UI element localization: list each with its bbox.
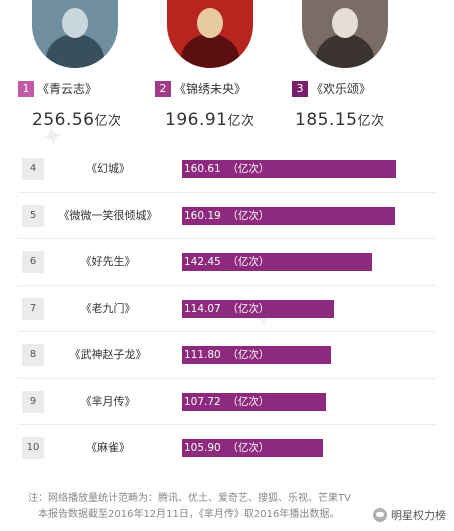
- wechat-icon: [373, 508, 387, 522]
- rank-number: 9: [22, 391, 44, 413]
- avatar-3: [302, 0, 388, 68]
- brand-name: 明星权力榜: [391, 509, 446, 522]
- top-value-3: 185.15亿次: [295, 110, 385, 130]
- top-value-2: 196.91亿次: [165, 110, 255, 130]
- top-value-unit-1: 亿次: [94, 114, 122, 129]
- bar-value-label: 105.90 （亿次）: [184, 442, 270, 454]
- top-title-3: 《欢乐颂》: [311, 82, 372, 96]
- bar: [182, 160, 396, 178]
- bar: [182, 300, 334, 318]
- top-value-1: 256.56亿次: [32, 110, 122, 130]
- brand-label: 明星权力榜: [373, 507, 446, 523]
- drama-title: 《武神赵子龙》: [69, 348, 147, 361]
- bar: [182, 439, 323, 457]
- bar: [182, 253, 372, 271]
- drama-title: 《微微一笑很倾城》: [58, 209, 158, 222]
- footer-note-line1: 注：网络播放量统计范畴为：腾讯、优土、爱奇艺、搜狐、乐视、芒果TV: [28, 493, 351, 504]
- bar-row: 7 《老九门》 114.07 （亿次）: [0, 298, 454, 332]
- row-separator: [18, 238, 436, 239]
- top-value-number-2: 196.91: [165, 110, 228, 130]
- row-separator: [18, 424, 436, 425]
- avatar-2: [167, 0, 253, 68]
- top-item-1: 1 《青云志》: [18, 78, 168, 97]
- row-separator: [18, 331, 436, 332]
- rank-number: 10: [22, 437, 44, 459]
- bar-value-label: 142.45 （亿次）: [184, 256, 270, 268]
- bar-value-label: 160.61 （亿次）: [184, 163, 270, 175]
- top-title-1: 《青云志》: [37, 82, 98, 96]
- row-separator: [18, 285, 436, 286]
- avatar-1: [32, 0, 118, 68]
- top-value-number-1: 256.56: [32, 110, 95, 130]
- row-separator: [18, 378, 436, 379]
- top-value-number-3: 185.15: [295, 110, 358, 130]
- footer-note-line2: 本报告数据截至2016年12月11日，《芈月传》取2016年播出数据。: [38, 509, 340, 520]
- drama-title: 《老九门》: [80, 302, 136, 315]
- rank-badge-3: 3: [292, 80, 308, 97]
- rank-badge-2: 2: [155, 80, 171, 97]
- drama-title: 《麻雀》: [86, 441, 130, 454]
- bar-value-label: 160.19 （亿次）: [184, 210, 270, 222]
- top-value-unit-3: 亿次: [357, 114, 385, 129]
- bar-row: 6 《好先生》 142.45 （亿次）: [0, 251, 454, 285]
- rank-number: 4: [22, 158, 44, 180]
- rank-number: 8: [22, 344, 44, 366]
- rank-number: 5: [22, 205, 44, 227]
- drama-title: 《好先生》: [80, 255, 136, 268]
- top-title-2: 《锦绣未央》: [174, 82, 247, 96]
- top-item-3: 3 《欢乐颂》: [292, 78, 442, 97]
- top-value-unit-2: 亿次: [227, 114, 255, 129]
- bar-row: 8 《武神赵子龙》 111.80 （亿次）: [0, 344, 454, 378]
- bar: [182, 207, 395, 225]
- bar-value-label: 107.72 （亿次）: [184, 396, 270, 408]
- bar-row: 10 《麻雀》 105.90 （亿次）: [0, 437, 454, 471]
- rank-number: 6: [22, 251, 44, 273]
- bar: [182, 346, 331, 364]
- bar-value-label: 114.07 （亿次）: [184, 303, 270, 315]
- bar-row: 5 《微微一笑很倾城》 160.19 （亿次）: [0, 205, 454, 239]
- drama-title: 《幻城》: [86, 162, 130, 175]
- top-item-2: 2 《锦绣未央》: [155, 78, 305, 97]
- bar-value-label: 111.80 （亿次）: [184, 349, 270, 361]
- bar: [182, 393, 326, 411]
- bar-row: 4 《幻城》 160.61 （亿次）: [0, 158, 454, 192]
- rank-badge-1: 1: [18, 80, 34, 97]
- row-separator: [18, 192, 436, 193]
- bar-row: 9 《芈月传》 107.72 （亿次）: [0, 391, 454, 425]
- rank-number: 7: [22, 298, 44, 320]
- top3-section: 1 《青云志》 2 《锦绣未央》 3 《欢乐颂》 256.56亿次 196.91亿次 …: [0, 0, 454, 135]
- drama-title: 《芈月传》: [80, 395, 136, 408]
